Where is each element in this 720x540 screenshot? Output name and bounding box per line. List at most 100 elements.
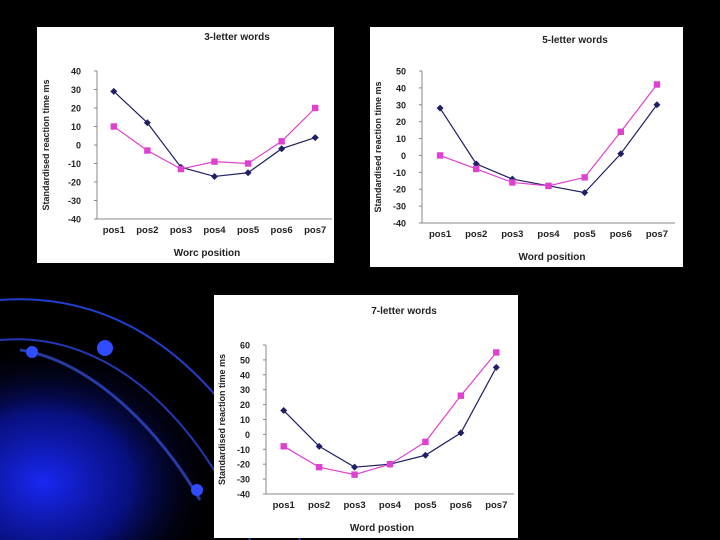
y-tick-label: -30 xyxy=(237,475,250,485)
y-tick-label: 40 xyxy=(71,67,81,77)
x-tick-label: pos3 xyxy=(170,225,192,236)
x-tick-label: pos1 xyxy=(103,225,126,236)
data-point-square xyxy=(351,471,358,478)
data-point-diamond xyxy=(211,172,218,180)
x-tick-label: pos4 xyxy=(379,500,402,511)
chart-svg: 7-letter words 60 50 40 30 20 10 0 -10 -20 -30 -40 p… xyxy=(217,306,514,534)
y-tick-label: -40 xyxy=(237,490,250,500)
x-tick-label: pos3 xyxy=(501,229,523,240)
data-point-diamond xyxy=(421,451,429,459)
y-tick-label: 0 xyxy=(401,151,406,161)
data-point-square xyxy=(457,392,465,399)
y-tick-label: 30 xyxy=(396,100,406,110)
chart-title: 3-letter words xyxy=(204,32,270,43)
x-tick-label: pos1 xyxy=(273,500,296,511)
data-point-diamond xyxy=(653,101,661,109)
data-point-square xyxy=(436,152,444,159)
data-point-diamond xyxy=(280,407,288,415)
chart-svg: 5-letter words 50 40 30 20 10 0 -10 -20 -30 -40 pos… xyxy=(373,35,675,263)
y-tick-label: -10 xyxy=(68,159,81,169)
y-tick-label: 40 xyxy=(240,370,250,380)
y-tick-label: -10 xyxy=(237,445,250,455)
x-tick-label: pos6 xyxy=(450,500,472,511)
x-tick-label: pos6 xyxy=(610,229,632,240)
x-tick-label: pos7 xyxy=(304,225,326,236)
y-tick-label: 0 xyxy=(245,430,250,440)
series-line-2 xyxy=(439,84,658,187)
x-tick-label: pos1 xyxy=(429,229,452,240)
data-point-diamond xyxy=(457,429,465,437)
y-axis-label: Standardised reaction time ms xyxy=(41,79,51,210)
x-axis-label: Worc position xyxy=(174,248,240,259)
y-tick-label: 10 xyxy=(396,134,406,144)
y-axis-label: Standardised reaction time ms xyxy=(373,81,383,212)
deco-dot-1 xyxy=(26,346,38,358)
x-tick-label: pos5 xyxy=(574,229,597,240)
data-point-square xyxy=(473,165,480,173)
x-tick-label: pos7 xyxy=(485,500,507,511)
chart-7-letter-words: 7-letter words 60 50 40 30 20 10 0 -10 -20 -30 -40 p… xyxy=(214,295,518,538)
y-tick-label: -30 xyxy=(393,202,406,212)
data-point-diamond xyxy=(278,145,286,153)
x-tick-label: pos2 xyxy=(308,500,330,511)
y-tick-label: 60 xyxy=(240,341,250,351)
data-point-square xyxy=(280,443,287,450)
y-tick-label: -20 xyxy=(68,178,81,188)
data-point-square xyxy=(315,463,323,471)
data-point-diamond xyxy=(492,363,500,371)
data-point-square xyxy=(110,123,117,130)
x-tick-label: pos5 xyxy=(237,225,260,236)
data-point-square xyxy=(545,182,552,190)
chart-5-letter-words: 5-letter words 50 40 30 20 10 0 -10 -20 -30 -40 pos… xyxy=(370,27,683,267)
x-axis-label: Word postion xyxy=(350,523,414,534)
y-tick-label: -30 xyxy=(68,196,81,206)
chart-3-letter-words: 3-letter words 40 30 20 10 0 -10 -20 -30 -40 pos1 p… xyxy=(37,27,334,263)
y-tick-label: -10 xyxy=(393,168,406,178)
x-tick-label: pos2 xyxy=(465,229,487,240)
data-point-diamond xyxy=(315,442,323,450)
deco-dot-3 xyxy=(191,484,203,496)
data-point-diamond xyxy=(581,189,589,197)
x-tick-label: pos5 xyxy=(414,500,437,511)
y-tick-label: 10 xyxy=(71,122,81,132)
y-tick-label: -40 xyxy=(68,215,81,225)
series-line-1 xyxy=(283,367,497,468)
y-tick-label: 40 xyxy=(396,83,406,93)
data-point-square xyxy=(617,128,624,135)
data-point-diamond xyxy=(244,169,252,177)
y-tick-label: 30 xyxy=(71,85,81,95)
data-point-square xyxy=(312,104,319,112)
x-tick-label: pos6 xyxy=(271,225,293,236)
x-tick-label: pos7 xyxy=(646,229,668,240)
y-tick-label: 30 xyxy=(240,385,250,395)
y-tick-label: -20 xyxy=(237,460,250,470)
chart-svg: 3-letter words 40 30 20 10 0 -10 -20 -30 -40 pos1 p… xyxy=(41,32,332,259)
data-point-diamond xyxy=(436,104,444,112)
y-tick-label: -40 xyxy=(393,219,406,229)
x-tick-label: pos4 xyxy=(203,225,226,236)
data-point-square xyxy=(509,179,516,186)
data-point-diamond xyxy=(143,119,151,127)
y-tick-label: 0 xyxy=(76,141,81,151)
data-point-square xyxy=(177,165,185,173)
data-point-square xyxy=(278,138,285,145)
data-point-diamond xyxy=(311,134,319,142)
series-line-1 xyxy=(439,104,658,194)
data-point-square xyxy=(422,438,429,446)
data-point-square xyxy=(211,158,218,165)
chart-title: 7-letter words xyxy=(371,306,437,317)
data-point-square xyxy=(386,461,394,468)
data-point-square xyxy=(244,160,252,167)
data-point-diamond xyxy=(617,150,625,158)
data-point-diamond xyxy=(351,463,359,471)
y-tick-label: 20 xyxy=(396,117,406,127)
x-axis-label: Word position xyxy=(518,252,585,263)
x-tick-label: pos2 xyxy=(136,225,158,236)
y-tick-label: 20 xyxy=(240,400,250,410)
x-tick-label: pos3 xyxy=(343,500,365,511)
y-axis-label: Standardised reaction time ms xyxy=(217,354,227,485)
data-point-square xyxy=(493,349,500,356)
data-point-diamond xyxy=(472,160,480,168)
chart-title: 5-letter words xyxy=(542,35,608,46)
